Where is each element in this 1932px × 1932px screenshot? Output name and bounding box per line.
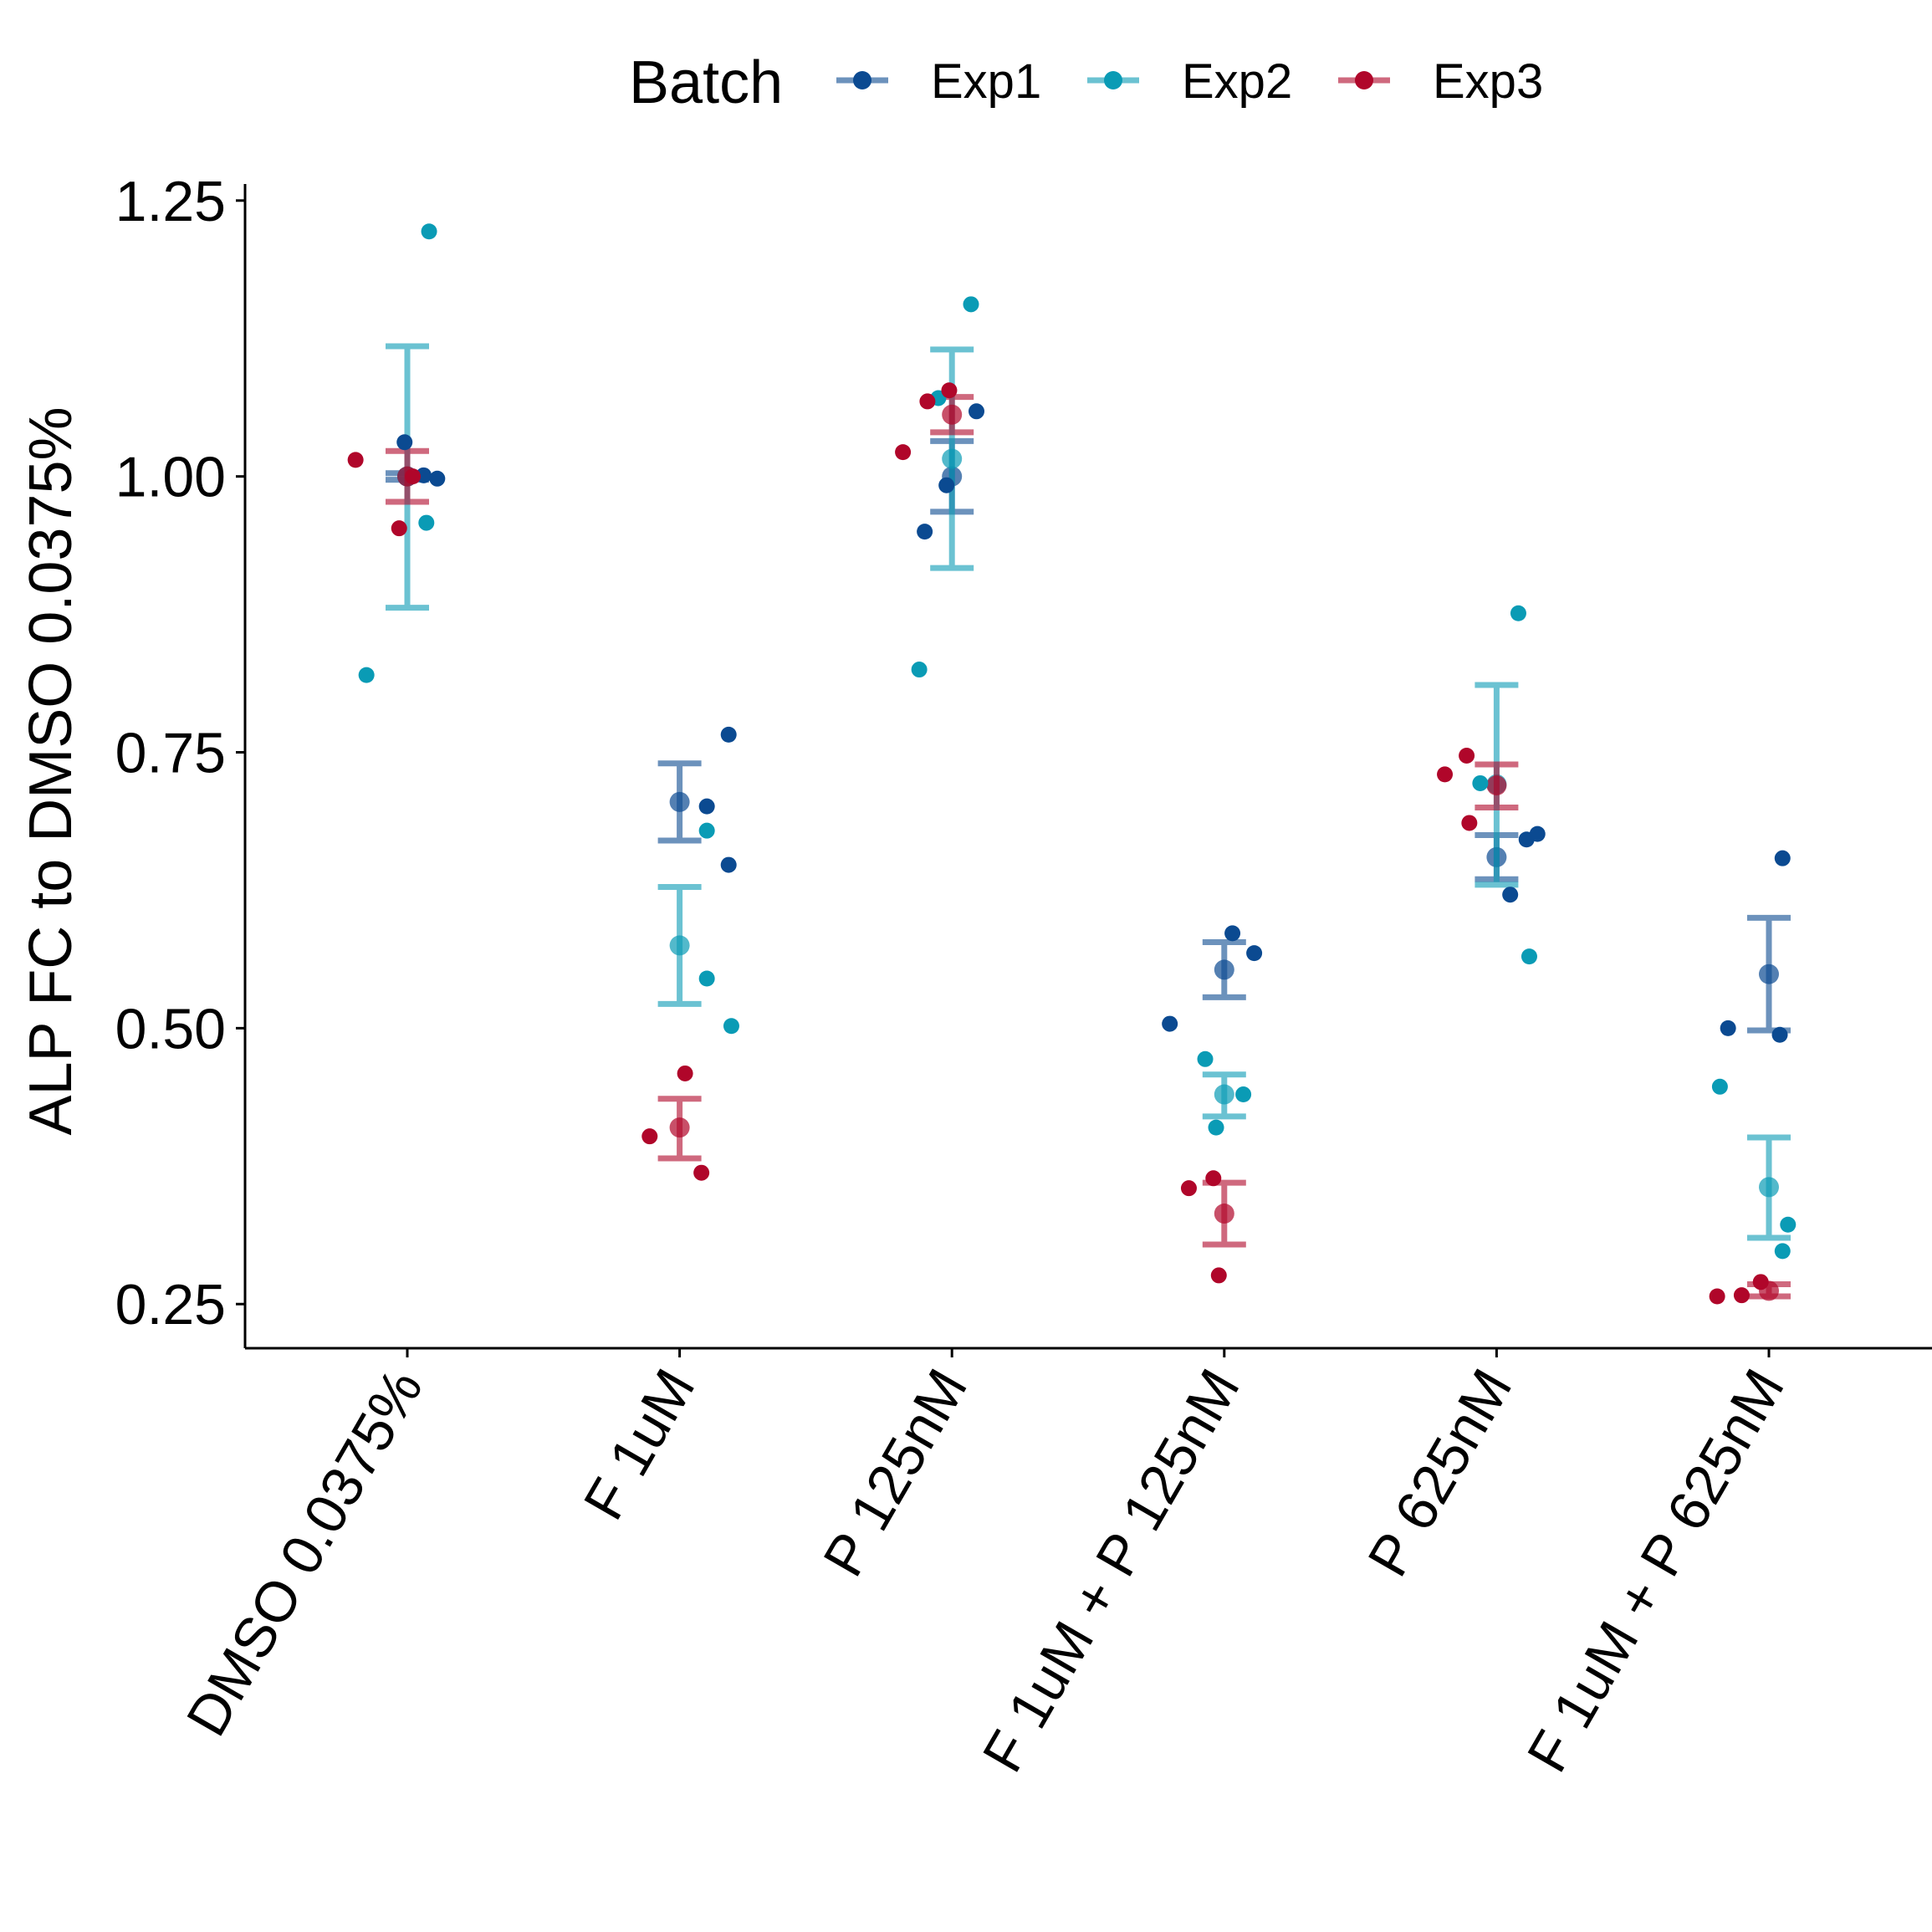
exp3-data-point <box>391 520 407 537</box>
y-tick-label: 1.25 <box>115 170 226 233</box>
y-tick-label: 0.50 <box>115 997 226 1061</box>
legend-label-exp1: Exp1 <box>931 54 1041 109</box>
x-tick-label-f-1um-p-125nm: F 1uM + P 125nM <box>970 1359 1251 1783</box>
y-tick-label: 0.75 <box>115 722 226 785</box>
exp1-data-point <box>1774 850 1791 866</box>
exp1-data-point <box>1518 831 1535 848</box>
exp3-data-point <box>693 1164 710 1181</box>
exp2-mean-point <box>669 935 690 956</box>
legend: Batch Exp1 Exp2 Exp3 <box>629 49 1543 116</box>
y-axis-title: ALP FC to DMSO 0.0375% <box>18 406 84 1135</box>
exp1-data-point <box>720 726 737 743</box>
exp3-data-point <box>941 382 958 399</box>
legend-label-exp3: Exp3 <box>1433 54 1543 109</box>
exp1-data-point <box>698 798 715 815</box>
legend-key-exp2 <box>1087 71 1139 89</box>
exp1-data-point <box>1771 1026 1788 1043</box>
exp1-data-point <box>917 524 933 540</box>
exp2-data-point <box>1197 1050 1214 1067</box>
exp1-data-point <box>1502 887 1519 903</box>
exp2-data-point <box>698 970 715 987</box>
exp3-data-point <box>677 1065 693 1081</box>
exp1-mean-point <box>669 791 690 812</box>
y-ticks: 0.25 0.50 0.75 1.00 1.25 <box>115 170 245 1337</box>
exp3-data-point <box>347 452 364 468</box>
exp1-data-point <box>969 403 985 420</box>
exp3-data-point <box>641 1128 658 1145</box>
exp2-data-point <box>698 822 715 839</box>
legend-key-exp1 <box>836 71 888 89</box>
exp1-data-point <box>720 856 737 873</box>
plot-area <box>347 223 1797 1305</box>
exp3-mean-point <box>942 404 963 425</box>
summary-layer <box>386 343 1791 1301</box>
exp2-data-point <box>1711 1078 1728 1095</box>
exp2-data-point <box>421 223 437 240</box>
exp3-mean-point <box>669 1117 690 1138</box>
exp3-mean-point <box>1214 1204 1234 1224</box>
exp3-data-point <box>405 468 422 485</box>
exp1-data-point <box>396 434 413 451</box>
exp2-mean-point <box>1214 1084 1234 1105</box>
axes: 0.25 0.50 0.75 1.00 1.25 DMSO 0.0375% F 1uM P … <box>115 170 1932 1782</box>
legend-label-exp2: Exp2 <box>1182 54 1292 109</box>
x-tick-label-f-1um-p-625nm: F 1uM + P 625nM <box>1515 1359 1797 1783</box>
x-tick-label-p-625nm: P 625nM <box>1356 1359 1524 1587</box>
exp3-data-point <box>895 444 912 461</box>
exp1-data-point <box>938 477 955 493</box>
exp1-data-point <box>1162 1015 1178 1032</box>
exp3-data-point <box>1437 766 1454 783</box>
exp1-data-point <box>1720 1020 1736 1036</box>
exp3-mean-point <box>1486 775 1507 796</box>
exp1-mean-point <box>1759 963 1779 984</box>
y-tick-label: 1.00 <box>115 446 226 509</box>
exp3-data-point <box>1461 815 1478 831</box>
x-tick-label-f-1um: F 1uM <box>571 1359 707 1531</box>
exp2-data-point <box>358 667 375 683</box>
exp1-mean-point <box>1214 959 1234 980</box>
exp2-mean-point <box>1759 1177 1779 1198</box>
exp3-data-point <box>1180 1180 1197 1197</box>
exp1-data-point <box>429 470 446 487</box>
y-tick-label: 0.25 <box>115 1273 226 1337</box>
exp3-data-point <box>919 393 936 410</box>
exp2-data-point <box>1235 1086 1252 1103</box>
exp2-data-point <box>723 1018 739 1035</box>
legend-key-exp3 <box>1338 71 1390 89</box>
exp3-data-point <box>1459 747 1475 764</box>
exp2-mean-point <box>942 448 963 469</box>
exp2-data-point <box>1510 605 1526 621</box>
exp2-data-point <box>911 662 928 678</box>
exp3-data-point <box>1733 1287 1750 1304</box>
exp3-data-point <box>1210 1267 1227 1284</box>
legend-title: Batch <box>629 49 783 116</box>
x-tick-label-dmso-0-0375: DMSO 0.0375% <box>175 1359 435 1747</box>
exp3-data-point <box>1205 1170 1222 1187</box>
legend-items: Exp1 Exp2 Exp3 <box>836 54 1543 109</box>
exp2-data-point <box>418 514 435 531</box>
exp2-data-point <box>1208 1119 1224 1136</box>
exp2-data-point <box>1521 948 1537 965</box>
exp2-data-point <box>1774 1243 1791 1260</box>
exp2-data-point <box>1472 774 1489 791</box>
exp3-data-point <box>1709 1288 1725 1305</box>
exp1-data-point <box>1224 925 1241 942</box>
x-tick-label-p-125nm: P 125nM <box>811 1359 979 1587</box>
exp1-data-point <box>1246 945 1263 962</box>
exp2-data-point <box>963 296 979 313</box>
points-layer <box>347 223 1797 1305</box>
exp3-data-point <box>1752 1274 1769 1291</box>
exp2-data-point <box>1780 1216 1797 1233</box>
